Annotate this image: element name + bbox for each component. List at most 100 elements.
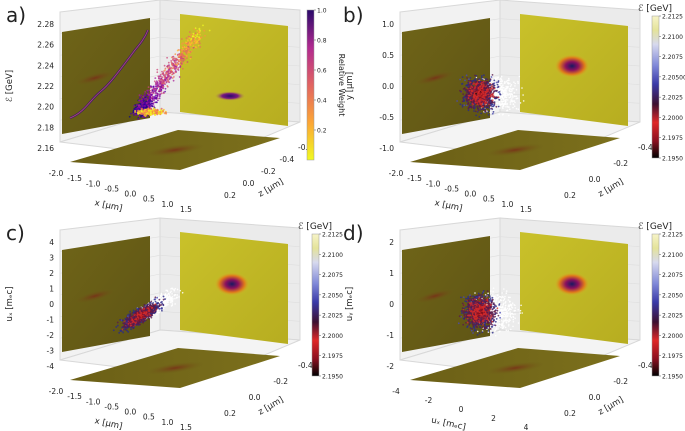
x-tick-label: -1.5 [67,392,82,401]
data-point [466,91,469,94]
data-point [159,87,162,90]
z-tick-label: 2.22 [37,82,54,91]
data-point [479,108,482,111]
data-point [481,83,484,86]
data-point [509,85,512,88]
data-point [143,95,146,97]
data-point [493,96,496,98]
data-point [189,44,192,47]
data-point [137,118,140,120]
x-tick-label: 0.0 [464,190,476,199]
data-point [522,100,525,102]
data-point [184,62,187,65]
data-point [506,311,509,313]
data-point [140,107,143,110]
data-point [470,92,472,94]
data-point [512,325,514,328]
data-point [164,73,167,76]
data-point [507,321,510,323]
data-point [467,97,470,100]
colorbar-tick-label: 0.4 [317,98,327,105]
data-point [479,85,482,87]
data-point [513,304,515,306]
data-point [502,107,504,110]
data-point [162,81,165,84]
data-point [190,38,193,40]
data-point [138,99,141,102]
data-point [473,79,476,81]
data-point [159,113,162,116]
y-axis-label: z [μm] [257,395,286,417]
data-point [517,80,519,83]
data-point [495,327,498,330]
data-point [522,94,524,96]
data-point [518,75,521,78]
data-point [500,87,502,89]
data-point [198,38,201,41]
data-point [461,83,463,85]
data-point [488,97,491,100]
data-point [510,90,513,93]
data-point [473,107,476,110]
data-point [190,56,192,59]
data-point [465,95,468,98]
x-tick-label: -1.0 [426,179,441,188]
data-point [470,97,473,100]
data-point [510,95,512,97]
data-point [140,99,143,102]
data-point [507,94,509,97]
data-point [510,328,512,331]
data-point [174,53,177,56]
data-point [510,304,513,307]
data-point [173,66,176,69]
colorbar-tick-label: 2.1975 [322,353,343,360]
data-point [480,101,483,103]
data-point [152,103,155,105]
data-point [144,107,147,109]
data-point [469,81,472,84]
y-tick-label: -0.4 [280,155,295,164]
data-point [143,92,146,95]
data-point [192,46,195,49]
data-point [506,106,509,108]
data-point [466,99,469,102]
data-point [480,76,483,79]
data-point [470,100,473,103]
data-point [194,27,197,30]
data-point [473,105,475,107]
projection-hotspot [554,54,590,78]
data-point [467,82,470,85]
data-point [487,82,489,85]
data-point [505,321,507,323]
data-point [477,87,480,90]
data-point [144,91,147,93]
panel-letter: a) [6,3,26,27]
data-point [493,87,496,90]
data-point [517,82,519,84]
data-point [512,321,515,323]
data-point [509,311,511,313]
data-point [208,29,211,32]
data-point [506,103,508,106]
x-tick-label: -1.0 [86,397,101,406]
data-point [470,106,473,109]
data-point [467,94,470,97]
data-point [162,72,165,75]
data-point [481,81,484,84]
z-tick-label: -4 [47,362,55,371]
data-point [141,114,143,117]
data-point [179,65,182,67]
data-point [181,51,184,54]
data-point [492,290,494,293]
data-point [154,108,157,111]
y-axis-label: z [μm] [597,395,626,417]
data-point [497,301,500,303]
data-point [494,89,497,92]
data-point [189,57,192,60]
data-point [177,67,180,69]
data-point [151,105,154,108]
data-point [140,94,143,97]
data-point [492,322,495,325]
data-point [498,318,500,321]
data-point [489,78,492,80]
